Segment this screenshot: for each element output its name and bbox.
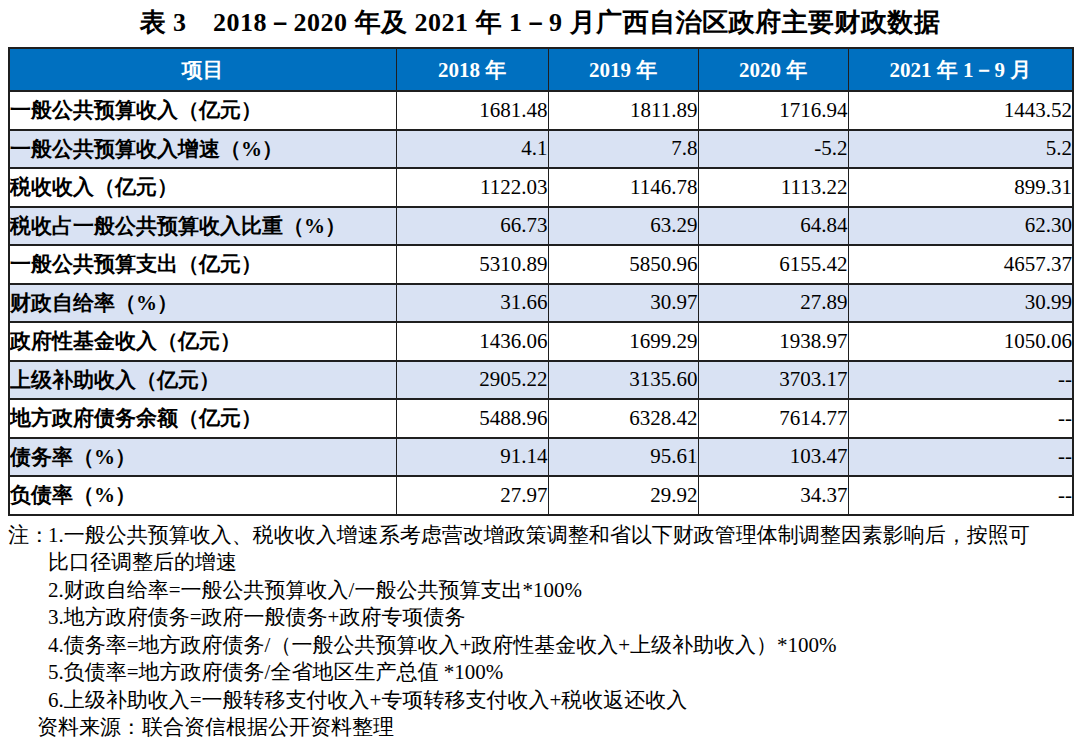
row-label: 税收占一般公共预算收入比重（%） <box>9 207 396 246</box>
cell-2021: -- <box>848 361 1073 400</box>
header-2021-jan-sep: 2021 年 1－9 月 <box>848 48 1073 91</box>
cell-2020: 34.37 <box>698 476 848 515</box>
header-2018: 2018 年 <box>396 48 548 91</box>
note-line-1: 注：1.一般公共预算收入、税收收入增速系考虑营改增政策调整和省以下财政管理体制调… <box>8 522 1072 550</box>
cell-2020: 27.89 <box>698 284 848 323</box>
cell-2019: 1699.29 <box>548 322 698 361</box>
row-label: 上级补助收入（亿元） <box>9 361 396 400</box>
table-row: 地方政府债务余额（亿元） 5488.96 6328.42 7614.77 -- <box>9 399 1073 438</box>
cell-2020: 1113.22 <box>698 168 848 207</box>
cell-2019: 7.8 <box>548 130 698 169</box>
cell-2021: 1050.06 <box>848 322 1073 361</box>
table-row: 债务率（%） 91.14 95.61 103.47 -- <box>9 438 1073 477</box>
row-label: 负债率（%） <box>9 476 396 515</box>
cell-2019: 1146.78 <box>548 168 698 207</box>
row-label: 一般公共预算支出（亿元） <box>9 245 396 284</box>
cell-2021: -- <box>848 399 1073 438</box>
cell-2018: 1122.03 <box>396 168 548 207</box>
cell-2018: 5488.96 <box>396 399 548 438</box>
cell-2020: -5.2 <box>698 130 848 169</box>
table-row: 税收收入（亿元） 1122.03 1146.78 1113.22 899.31 <box>9 168 1073 207</box>
cell-2019: 1811.89 <box>548 91 698 130</box>
note-line-5: 5.负债率=地方政府债务/全省地区生产总值 *100% <box>8 659 1072 687</box>
table-row: 一般公共预算收入（亿元） 1681.48 1811.89 1716.94 144… <box>9 91 1073 130</box>
row-label: 财政自给率（%） <box>9 284 396 323</box>
row-label: 税收收入（亿元） <box>9 168 396 207</box>
cell-2021: -- <box>848 438 1073 477</box>
note-text: 1.一般公共预算收入、税收收入增速系考虑营改增政策调整和省以下财政管理体制调整因… <box>48 523 1030 547</box>
cell-2021: -- <box>848 476 1073 515</box>
table-row: 负债率（%） 27.97 29.92 34.37 -- <box>9 476 1073 515</box>
header-2019: 2019 年 <box>548 48 698 91</box>
cell-2018: 66.73 <box>396 207 548 246</box>
table-row: 财政自给率（%） 31.66 30.97 27.89 30.99 <box>9 284 1073 323</box>
table-row: 一般公共预算支出（亿元） 5310.89 5850.96 6155.42 465… <box>9 245 1073 284</box>
row-label: 地方政府债务余额（亿元） <box>9 399 396 438</box>
note-line-2: 2.财政自给率=一般公共预算收入/一般公共预算支出*100% <box>8 577 1072 605</box>
table-row: 一般公共预算收入增速（%） 4.1 7.8 -5.2 5.2 <box>9 130 1073 169</box>
table-notes: 注：1.一般公共预算收入、税收收入增速系考虑营改增政策调整和省以下财政管理体制调… <box>8 522 1072 742</box>
note-line-1-continued: 比口径调整后的增速 <box>8 549 1072 577</box>
table-row: 政府性基金收入（亿元） 1436.06 1699.29 1938.97 1050… <box>9 322 1073 361</box>
table-row: 上级补助收入（亿元） 2905.22 3135.60 3703.17 -- <box>9 361 1073 400</box>
cell-2020: 64.84 <box>698 207 848 246</box>
cell-2020: 1938.97 <box>698 322 848 361</box>
note-line-6: 6.上级补助收入=一般转移支付收入+专项转移支付收入+税收返还收入 <box>8 687 1072 715</box>
document-page: 表 3 2018－2020 年及 2021 年 1－9 月广西自治区政府主要财政… <box>0 0 1080 744</box>
note-line-4: 4.债务率=地方政府债务/（一般公共预算收入+政府性基金收入+上级补助收入）*1… <box>8 632 1072 660</box>
table-title: 表 3 2018－2020 年及 2021 年 1－9 月广西自治区政府主要财政… <box>0 0 1080 40</box>
cell-2021: 4657.37 <box>848 245 1073 284</box>
row-label: 政府性基金收入（亿元） <box>9 322 396 361</box>
cell-2019: 3135.60 <box>548 361 698 400</box>
row-label: 一般公共预算收入（亿元） <box>9 91 396 130</box>
cell-2021: 899.31 <box>848 168 1073 207</box>
cell-2018: 1681.48 <box>396 91 548 130</box>
cell-2019: 30.97 <box>548 284 698 323</box>
header-item-column: 项目 <box>9 48 396 91</box>
cell-2018: 4.1 <box>396 130 548 169</box>
cell-2018: 27.97 <box>396 476 548 515</box>
cell-2019: 63.29 <box>548 207 698 246</box>
notes-prefix: 注： <box>8 522 50 550</box>
cell-2021: 1443.52 <box>848 91 1073 130</box>
cell-2020: 6155.42 <box>698 245 848 284</box>
financial-data-table: 项目 2018 年 2019 年 2020 年 2021 年 1－9 月 一般公… <box>8 47 1074 516</box>
cell-2018: 91.14 <box>396 438 548 477</box>
cell-2021: 62.30 <box>848 207 1073 246</box>
cell-2018: 1436.06 <box>396 322 548 361</box>
header-2020: 2020 年 <box>698 48 848 91</box>
row-label: 一般公共预算收入增速（%） <box>9 130 396 169</box>
cell-2020: 103.47 <box>698 438 848 477</box>
cell-2021: 30.99 <box>848 284 1073 323</box>
cell-2019: 29.92 <box>548 476 698 515</box>
cell-2020: 1716.94 <box>698 91 848 130</box>
cell-2019: 95.61 <box>548 438 698 477</box>
cell-2021: 5.2 <box>848 130 1073 169</box>
table-header-row: 项目 2018 年 2019 年 2020 年 2021 年 1－9 月 <box>9 48 1073 91</box>
cell-2018: 5310.89 <box>396 245 548 284</box>
data-source: 资料来源：联合资信根据公开资料整理 <box>8 714 1072 742</box>
cell-2019: 5850.96 <box>548 245 698 284</box>
note-line-3: 3.地方政府债务=政府一般债务+政府专项债务 <box>8 604 1072 632</box>
cell-2019: 6328.42 <box>548 399 698 438</box>
table-row: 税收占一般公共预算收入比重（%） 66.73 63.29 64.84 62.30 <box>9 207 1073 246</box>
cell-2020: 3703.17 <box>698 361 848 400</box>
row-label: 债务率（%） <box>9 438 396 477</box>
cell-2020: 7614.77 <box>698 399 848 438</box>
cell-2018: 31.66 <box>396 284 548 323</box>
cell-2018: 2905.22 <box>396 361 548 400</box>
